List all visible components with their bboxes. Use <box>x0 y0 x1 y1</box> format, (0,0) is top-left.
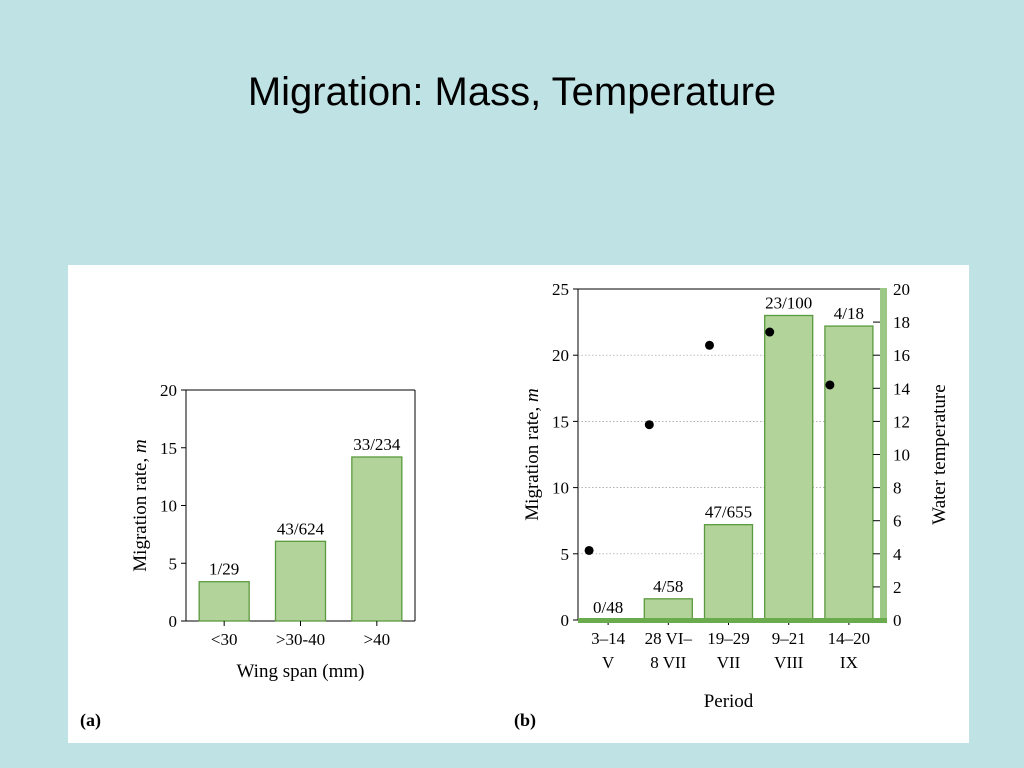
panel-a-bar-label: 33/234 <box>353 435 401 454</box>
panel-b-secondary-tick-label: 8 <box>893 479 902 498</box>
panel-b-x-tick-label: 19–29 <box>707 629 750 648</box>
panel-b-bar-label: 4/18 <box>834 304 864 323</box>
panel-b-y-tick-label: 0 <box>561 611 570 630</box>
panel-b-y-tick-label: 20 <box>552 346 569 365</box>
panel-b-secondary-axis-label: Water temperature <box>929 384 950 524</box>
panel-a-bar-label: 1/29 <box>209 560 239 579</box>
figure-panel: 0 5 10 15 20 Migration rate, m 1/29 <30 43/624 >3… <box>68 265 969 743</box>
panel-b-y-tick-label: 10 <box>552 479 569 498</box>
panel-a-x-axis-label: Wing span (mm) <box>237 661 365 682</box>
panel-a-y-tick-label: 10 <box>160 497 177 516</box>
panel-b-panel-label: (b) <box>514 710 536 731</box>
panel-b-secondary-axis-bar <box>880 288 887 621</box>
panel-a-x-tick-label: >30-40 <box>276 630 325 649</box>
panel-b-secondary-tick-label: 2 <box>893 578 902 597</box>
panel-b-x-tick-label: VII <box>717 653 741 672</box>
panel-b-x-tick-label: 28 VI– <box>645 629 693 648</box>
panel-b-x-tick-label: 8 VII <box>650 653 686 672</box>
panel-b-secondary-tick-label: 0 <box>893 611 902 630</box>
panel-b-secondary-tick-label: 6 <box>893 512 902 531</box>
panel-b-secondary-tick-label: 20 <box>893 280 910 299</box>
panel-b-y-tick-label: 15 <box>552 412 569 431</box>
panel-b-x-axis-label: Period <box>704 691 754 712</box>
panel-b-x-tick-label: VIII <box>774 653 804 672</box>
slide-title: Migration: Mass, Temperature <box>247 70 777 114</box>
panel-b-temperature-point <box>584 545 594 555</box>
panel-a-x-tick-label: >40 <box>364 630 391 649</box>
panel-b-baseline-strip <box>578 618 887 623</box>
panel-b-x-tick-label: IX <box>840 653 858 672</box>
panel-b-secondary-tick-label: 4 <box>893 545 902 564</box>
panel-b-bar-label: 0/48 <box>593 598 623 617</box>
panel-b-secondary-tick-label: 16 <box>893 346 910 365</box>
panel-a-bar <box>274 540 327 622</box>
panel-b-x-tick-label: 14–20 <box>828 629 871 648</box>
panel-b-y-tick-label: 5 <box>561 545 570 564</box>
panel-a-bar-label: 43/624 <box>277 519 325 538</box>
panel-b-secondary-tick-label: 18 <box>893 313 910 332</box>
panel-a-y-tick-label: 5 <box>169 554 178 573</box>
panel-b-temperature-point <box>825 380 835 390</box>
panel-b-secondary-tick-label: 14 <box>893 379 911 398</box>
panel-b-bar <box>764 314 814 621</box>
panel-a-bar <box>198 581 250 622</box>
panel-b-temperature-point <box>644 420 654 430</box>
panel-a-x-tick-label: <30 <box>211 630 238 649</box>
panel-a-bar <box>351 456 403 622</box>
panel-b-bar-label: 47/655 <box>705 503 752 522</box>
panel-b-temperature-point <box>705 340 714 350</box>
panel-b-y-axis-label: Migration rate, m <box>522 388 543 520</box>
panel-a-y-axis-label: Migration rate, m <box>130 439 151 571</box>
panel-b-secondary-tick-label: 12 <box>893 412 910 431</box>
panel-b-y-tick-label: 25 <box>552 280 569 299</box>
panel-a-panel-label: (a) <box>80 710 101 731</box>
panel-a-y-tick-label: 0 <box>169 612 178 631</box>
panel-b-bar-label: 23/100 <box>765 293 812 312</box>
panel-a-y-tick-label: 20 <box>160 381 177 400</box>
panel-b-bar <box>643 598 693 621</box>
panel-b-temperature-point <box>765 327 775 337</box>
panel-b-x-tick-label: 9–21 <box>772 629 806 648</box>
panel-b-bar-label: 4/58 <box>653 577 683 596</box>
panel-a-y-tick-label: 15 <box>160 439 177 458</box>
panel-a-chart: 0 5 10 15 20 Migration rate, m 1/29 <30 43/624 >3… <box>80 381 416 731</box>
panel-b-bar <box>824 325 874 621</box>
panel-b-x-tick-label: V <box>602 653 615 672</box>
panel-b-x-tick-label: 3–14 <box>591 629 626 648</box>
panel-b-secondary-tick-label: 10 <box>893 446 910 465</box>
panel-b-bar <box>703 524 754 621</box>
